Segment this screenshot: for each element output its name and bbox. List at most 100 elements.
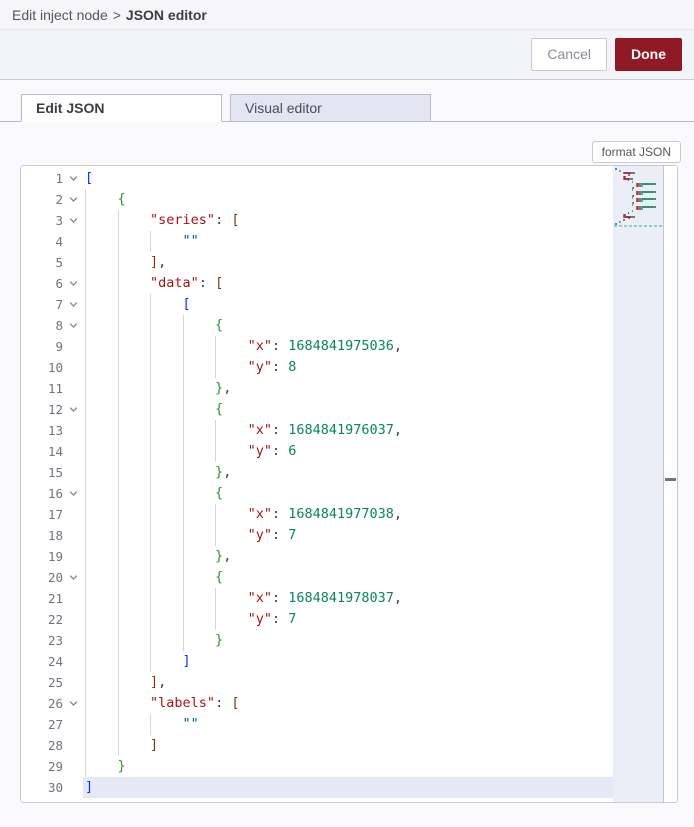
minimap-token — [623, 213, 625, 216]
line-number: 20 — [47, 570, 63, 585]
code-line[interactable]: "x": 1684841976037, — [83, 420, 613, 441]
fold-toggle[interactable] — [63, 210, 83, 231]
minimap-token — [639, 185, 642, 188]
line-number: 5 — [55, 255, 63, 270]
code-line[interactable]: "x": 1684841975036, — [83, 336, 613, 357]
fold-toggle[interactable] — [63, 483, 83, 504]
indent-guide — [85, 504, 86, 525]
code-line[interactable]: { — [83, 483, 613, 504]
code-line[interactable]: "x": 1684841978037, — [83, 588, 613, 609]
code-line[interactable]: "" — [83, 231, 613, 252]
minimap-token — [631, 215, 634, 218]
minimap-token — [627, 179, 630, 182]
indent-guide — [117, 588, 119, 609]
format-json-button[interactable]: format JSON — [591, 141, 681, 163]
fold-spacer — [63, 252, 83, 273]
line-number: 12 — [47, 402, 63, 417]
code-line[interactable]: } — [83, 756, 613, 777]
code-line[interactable]: "y": 8 — [83, 357, 613, 378]
indent-guide — [182, 315, 184, 336]
cancel-button[interactable]: Cancel — [531, 38, 607, 71]
fold-toggle[interactable] — [63, 189, 83, 210]
minimap-token — [631, 194, 634, 197]
tab-visual-editor[interactable]: Visual editor — [230, 94, 431, 122]
indent-guide — [182, 504, 184, 525]
fold-spacer — [63, 714, 83, 735]
code-line[interactable]: { — [83, 399, 613, 420]
indent-guide — [182, 420, 184, 441]
code-line[interactable]: "labels": [ — [83, 693, 613, 714]
minimap-token — [619, 221, 621, 224]
indent-guide — [117, 525, 119, 546]
minimap-token — [641, 207, 643, 210]
line-number: 14 — [47, 444, 63, 459]
code-line[interactable]: ], — [83, 672, 613, 693]
code-line[interactable]: }, — [83, 378, 613, 399]
minimap-token — [619, 169, 621, 172]
code-line[interactable]: "y": 6 — [83, 441, 613, 462]
code-line[interactable]: }, — [83, 462, 613, 483]
minimap-token — [631, 204, 634, 207]
line-number: 28 — [47, 738, 63, 753]
minimap-token — [641, 192, 643, 195]
code-line[interactable]: "x": 1684841977038, — [83, 504, 613, 525]
done-button[interactable]: Done — [615, 38, 682, 71]
indent-guide — [85, 714, 86, 735]
minimap-token — [632, 194, 635, 197]
chevron-down-icon — [69, 575, 77, 580]
minimap-token — [641, 198, 655, 201]
code-line[interactable]: { — [83, 567, 613, 588]
indent-guide — [117, 693, 119, 714]
breadcrumb-current: JSON editor — [125, 6, 207, 23]
fold-toggle[interactable] — [63, 168, 83, 189]
code-line[interactable]: { — [83, 189, 613, 210]
indent-guide — [85, 672, 86, 693]
code-line[interactable]: ] — [83, 735, 613, 756]
line-number: 10 — [47, 360, 63, 375]
code-line[interactable]: }, — [83, 546, 613, 567]
line-number: 17 — [47, 507, 63, 522]
fold-toggle[interactable] — [63, 294, 83, 315]
indent-guide — [182, 357, 184, 378]
editor-code-area[interactable]: [ { "series": [ "" ], "data": [ [ { "x":… — [83, 166, 613, 802]
code-line[interactable]: ] — [83, 651, 613, 672]
minimap-token — [639, 190, 642, 193]
breadcrumb: Edit inject node > JSON editor — [0, 0, 694, 30]
code-line[interactable]: { — [83, 315, 613, 336]
minimap-token — [654, 198, 657, 201]
code-line[interactable]: "data": [ — [83, 273, 613, 294]
fold-toggle[interactable] — [63, 567, 83, 588]
indent-guide — [215, 336, 217, 357]
code-line[interactable]: "y": 7 — [83, 525, 613, 546]
code-line[interactable]: "" — [83, 714, 613, 735]
code-line[interactable]: "y": 7 — [83, 609, 613, 630]
indent-guide — [182, 378, 184, 399]
indent-guide — [85, 588, 86, 609]
indent-guide — [150, 462, 152, 483]
editor-scrollbar[interactable] — [663, 166, 677, 802]
code-line[interactable]: ], — [83, 252, 613, 273]
indent-guide — [117, 546, 119, 567]
tab-edit-json[interactable]: Edit JSON — [21, 94, 222, 122]
editor-minimap[interactable] — [613, 166, 663, 802]
indent-guide — [117, 294, 119, 315]
indent-guide — [150, 630, 152, 651]
code-line[interactable]: } — [83, 630, 613, 651]
code-line[interactable]: [ — [85, 170, 94, 186]
minimap-token — [641, 190, 655, 193]
code-line[interactable]: [ — [83, 294, 613, 315]
fold-spacer — [63, 735, 83, 756]
code-line[interactable]: ] — [83, 777, 613, 798]
minimap-token — [636, 206, 640, 208]
fold-toggle[interactable] — [63, 315, 83, 336]
indent-guide — [150, 567, 152, 588]
minimap-token — [615, 223, 617, 226]
indent-guide — [85, 441, 86, 462]
fold-toggle[interactable] — [63, 693, 83, 714]
minimap-token — [641, 206, 655, 208]
fold-toggle[interactable] — [63, 399, 83, 420]
code-line[interactable]: "series": [ — [83, 210, 613, 231]
json-code-editor[interactable]: 1 2 3 4 5 6 7 8 9 10 11 12 13 14 15 16 17 18 19 20 21 22 23 24 2… — [20, 165, 678, 803]
indent-guide — [150, 294, 152, 315]
fold-toggle[interactable] — [63, 273, 83, 294]
